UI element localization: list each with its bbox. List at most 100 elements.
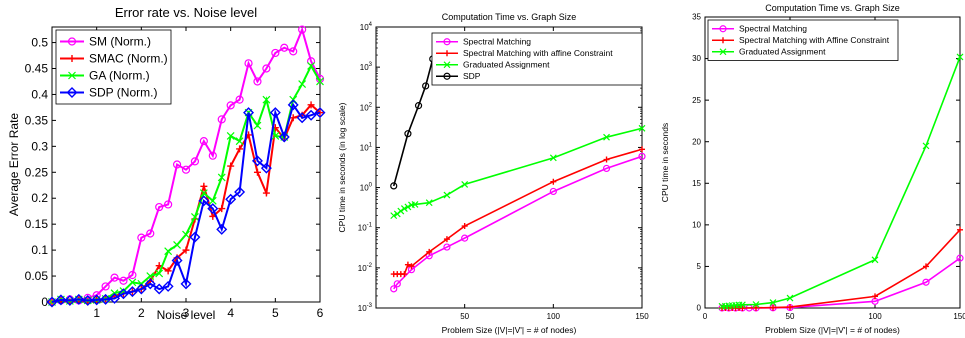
data-point — [172, 160, 182, 169]
x-tick-label: 100 — [868, 312, 882, 321]
legend-marker — [443, 38, 451, 46]
data-point — [638, 152, 646, 160]
y-tick-label: 103 — [360, 62, 373, 72]
plot-frame — [375, 26, 643, 309]
data-point — [461, 223, 468, 230]
data-point — [923, 263, 929, 270]
data-point — [101, 282, 110, 291]
data-point — [190, 157, 200, 166]
y-tick-label: 5 — [697, 262, 702, 271]
data-point — [226, 101, 235, 110]
data-point — [422, 82, 430, 90]
data-point — [128, 278, 137, 287]
legend-entry: Spectral Matching — [739, 24, 807, 34]
legend-marker — [68, 71, 76, 80]
y-tick-label: 0 — [41, 295, 48, 309]
legend-marker — [444, 50, 450, 57]
data-point — [414, 102, 423, 110]
series-line — [51, 102, 321, 303]
legend-entry: Spectral Matching with Affine Constraint — [739, 35, 890, 45]
y-tick-label: 100 — [360, 183, 373, 193]
chart-title: Computation Time vs. Graph Size — [442, 12, 577, 22]
x-tick-label: 4 — [227, 306, 234, 320]
series-graduated-assignment — [718, 53, 964, 310]
series-graduated-assignment — [390, 124, 646, 220]
data-point — [225, 193, 237, 205]
data-point — [218, 205, 226, 213]
data-point — [119, 276, 128, 285]
chart-title: Computation Time vs. Graph Size — [765, 3, 900, 13]
data-point — [55, 294, 67, 306]
x-tick-label: 50 — [786, 312, 795, 321]
legend-marker — [719, 48, 727, 56]
data-point — [235, 137, 244, 146]
data-point — [208, 196, 217, 205]
series-line — [51, 103, 321, 304]
data-point — [208, 151, 217, 160]
data-point — [426, 248, 433, 255]
data-point — [109, 292, 121, 304]
data-point — [278, 131, 290, 143]
y-tick-label: 0.2 — [31, 191, 48, 205]
data-point — [296, 112, 308, 124]
data-point — [243, 107, 255, 119]
legend-marker — [68, 55, 76, 62]
data-point — [226, 132, 235, 140]
data-point — [100, 293, 112, 305]
y-tick-label: 0.3 — [31, 139, 48, 153]
data-point — [146, 229, 155, 238]
data-point — [234, 186, 246, 198]
data-point — [404, 203, 412, 211]
data-point — [91, 294, 103, 306]
data-point — [155, 202, 164, 212]
data-point — [180, 278, 192, 290]
x-tick-label: 6 — [317, 306, 324, 320]
data-point — [253, 168, 261, 176]
data-point — [73, 293, 85, 305]
data-point — [956, 254, 964, 262]
data-point — [244, 59, 253, 68]
data-point — [549, 187, 557, 196]
data-point — [199, 189, 208, 197]
data-point — [200, 182, 208, 190]
chart-panel-1: Error rate vs. Noise level Noise level Ave… — [7, 5, 326, 322]
x-tick-label: 150 — [635, 312, 649, 321]
legend-box — [431, 32, 643, 86]
data-point — [769, 299, 777, 307]
data-point — [110, 273, 119, 282]
data-point — [46, 296, 58, 308]
data-point — [217, 173, 226, 182]
legend-entry: Spectral Matching — [463, 37, 531, 47]
data-point — [408, 263, 415, 270]
data-point — [602, 164, 611, 173]
x-tick-label: 2 — [138, 306, 145, 320]
y-tick-label: 0 — [697, 304, 702, 313]
data-point — [425, 199, 433, 207]
data-point — [82, 294, 94, 306]
data-point — [162, 280, 174, 292]
data-point — [404, 261, 411, 268]
data-point — [752, 301, 760, 308]
x-axis-label: Noise level — [157, 308, 216, 322]
y-tick-label: 0.4 — [31, 87, 48, 101]
data-point — [639, 146, 645, 153]
data-point — [298, 25, 307, 34]
legend-entry: SDP — [463, 71, 481, 81]
data-point — [287, 99, 299, 111]
y-tick-label: 104 — [360, 22, 373, 32]
legend-marker — [67, 37, 77, 46]
data-point — [251, 155, 263, 167]
data-point — [298, 80, 307, 88]
data-point — [182, 246, 190, 254]
data-point — [271, 48, 280, 58]
data-point — [216, 223, 228, 235]
y-tick-label: 10 — [692, 221, 701, 230]
y-tick-label: 10-1 — [358, 223, 373, 233]
x-tick-label: 5 — [272, 306, 279, 320]
y-tick-label: 25 — [692, 96, 701, 105]
y-axis-label: CPU time in seconds — [660, 123, 670, 202]
y-tick-label: 101 — [360, 142, 373, 152]
legend-entry: Graduated Assignment — [739, 47, 826, 57]
